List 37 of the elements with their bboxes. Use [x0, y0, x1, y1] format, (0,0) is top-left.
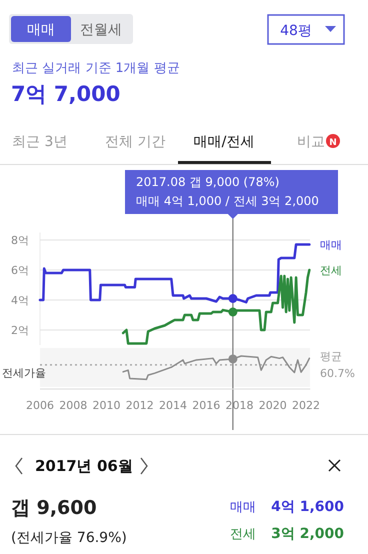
text: 매매	[230, 500, 256, 515]
text: 매매/전세	[194, 134, 254, 150]
x-tick-label: 2016	[192, 399, 220, 412]
text: 최근 3년	[12, 134, 68, 150]
series-label: 전세	[320, 264, 342, 277]
text: 전월세	[80, 22, 122, 38]
line-series	[122, 268, 311, 345]
line-series	[38, 243, 311, 304]
text: 최근 실거래 기준 1개월 평균	[12, 61, 180, 76]
x-tick-label: 2008	[59, 399, 88, 412]
text: 전세	[230, 527, 256, 542]
text: 2017.08 갭 9,000 (78%)	[136, 175, 280, 189]
series-label: 매매	[320, 238, 342, 252]
text: 비교	[297, 134, 325, 150]
text: 전체 기간	[105, 134, 166, 150]
y-tick-label: 8억	[11, 234, 29, 247]
x-tick-label: 2022	[292, 399, 320, 412]
text: 2017년 06월	[35, 457, 133, 475]
x-tick-label: 2020	[258, 399, 287, 412]
text: 매매	[27, 22, 55, 38]
y-axis-title: 전세가율	[2, 366, 46, 380]
x-tick-label: 2006	[26, 399, 54, 412]
text: N	[329, 138, 337, 148]
y-tick-label: 6억	[11, 264, 29, 277]
text: 3억 2,000	[271, 526, 344, 542]
x-tick-label: 2014	[159, 399, 188, 412]
text: 7억 7,000	[11, 82, 120, 106]
ref-line-label: 평균 60.7%	[320, 350, 355, 380]
x-tick-label: 2012	[126, 399, 154, 412]
text: 매매 4억 1,000 / 전세 3억 2,000	[136, 194, 319, 208]
text: 4억 1,600	[271, 499, 344, 515]
text: 갭 9,600	[11, 497, 97, 519]
text: 48평	[280, 23, 312, 39]
y-tick-label: 4억	[11, 294, 29, 307]
x-tick-label: 2010	[92, 399, 121, 412]
y-tick-label: 2억	[11, 324, 29, 337]
text: (전세가율 76.9%)	[11, 530, 127, 546]
